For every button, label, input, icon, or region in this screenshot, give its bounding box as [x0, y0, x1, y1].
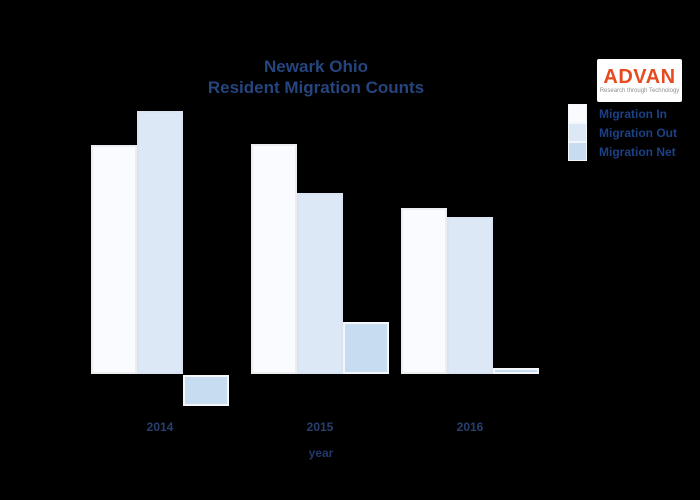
legend: Migration In Migration Out Migration Net [568, 104, 677, 161]
advan-logo: ADVAN Research through Technology [597, 59, 682, 102]
legend-swatch-migration-in [568, 104, 587, 123]
chart-title: Newark Ohio Resident Migration Counts [116, 56, 516, 98]
x-axis-label: year [308, 446, 334, 460]
bar-migration-net-2015 [343, 322, 389, 374]
bar-migration-in-2016 [401, 208, 447, 374]
legend-item-migration-net: Migration Net [568, 142, 677, 161]
legend-swatch-migration-net [568, 142, 587, 161]
bar-migration-net-2016 [493, 368, 539, 374]
legend-item-migration-out: Migration Out [568, 123, 677, 142]
bar-migration-out-2014 [137, 111, 183, 374]
x-tick-2016: 2016 [456, 420, 484, 434]
bar-migration-in-2014 [91, 145, 137, 374]
x-tick-2015: 2015 [306, 420, 334, 434]
x-tick-2014: 2014 [146, 420, 174, 434]
bar-migration-net-2014 [183, 375, 229, 406]
bar-migration-out-2015 [297, 193, 343, 374]
legend-label-migration-in: Migration In [599, 106, 667, 121]
x-axis-ticks: 2014 2015 2016 [0, 420, 700, 436]
advan-logo-tagline: Research through Technology [599, 88, 680, 94]
legend-label-migration-net: Migration Net [599, 144, 676, 159]
legend-swatch-migration-out [568, 123, 587, 142]
chart-title-line2: Resident Migration Counts [207, 78, 425, 97]
legend-label-migration-out: Migration Out [599, 125, 677, 140]
legend-item-migration-in: Migration In [568, 104, 677, 123]
advan-logo-wordmark: ADVAN [603, 66, 676, 88]
bar-migration-in-2015 [251, 144, 297, 374]
chart-title-line1: Newark Ohio [264, 57, 368, 76]
bar-migration-out-2016 [447, 217, 493, 374]
